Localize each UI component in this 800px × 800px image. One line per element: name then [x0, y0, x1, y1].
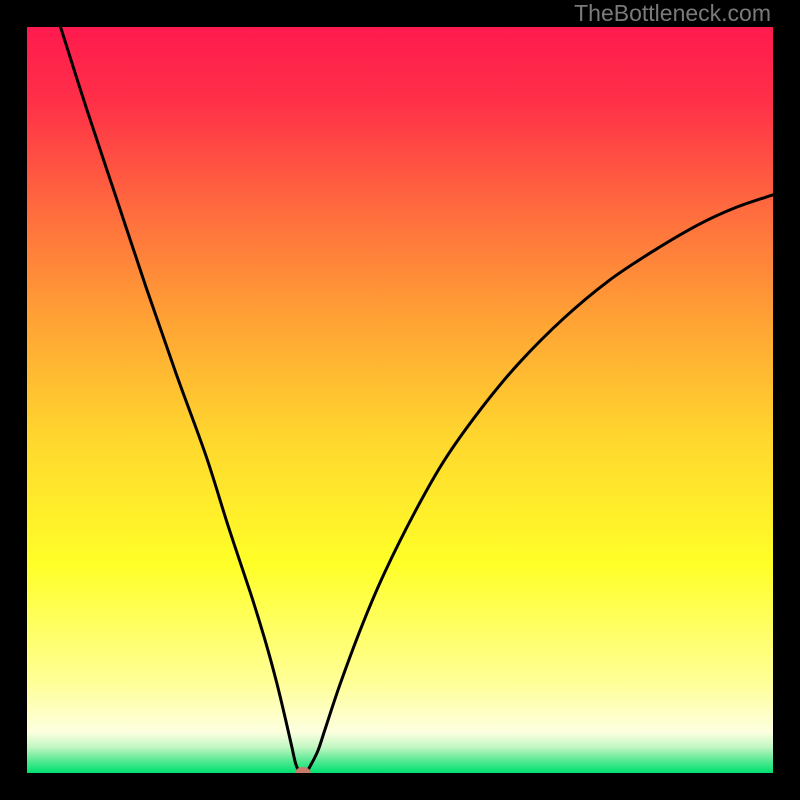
- chart-stage: TheBottleneck.com: [0, 0, 800, 800]
- watermark-text: TheBottleneck.com: [574, 0, 771, 27]
- bottleneck-curve: [27, 27, 773, 773]
- bottleneck-curve-path: [61, 27, 773, 773]
- plot-area: [27, 27, 773, 773]
